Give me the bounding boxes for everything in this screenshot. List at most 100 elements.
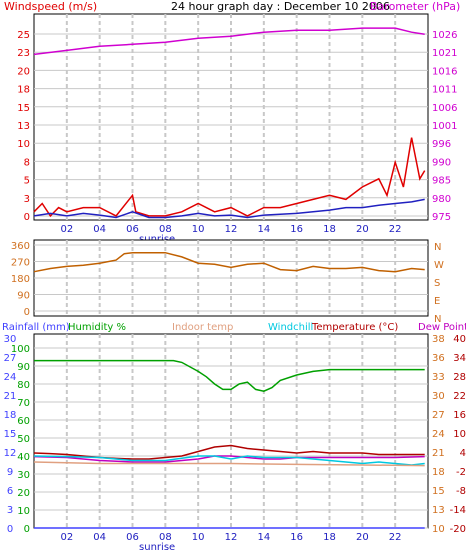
y-tick-label-temperature: -20: [450, 524, 466, 535]
windspeed-label: Windspeed (m/s): [4, 0, 97, 13]
compass-label: N: [434, 314, 441, 325]
sunrise-label: sunrise: [139, 542, 175, 553]
y-tick-label-barometer: 975: [432, 212, 451, 223]
y-tick-label-direction: 270: [11, 258, 30, 269]
temperature-humidity-panel: 1009080706050403020100302724211815129630…: [4, 333, 466, 553]
y-tick-label-indoor: 13: [432, 505, 445, 516]
x-tick-label: 16: [290, 224, 303, 235]
y-tick-label-indoor: 24: [432, 429, 445, 440]
y-tick-label-barometer: 1026: [432, 30, 457, 41]
y-tick-label-windspeed: 23: [17, 48, 30, 59]
legend-humidity: Humidity %: [68, 322, 126, 333]
y-tick-label-windspeed: 18: [17, 85, 30, 96]
barometer-series: [33, 27, 425, 56]
y-tick-label-indoor: 10: [432, 524, 445, 535]
y-tick-label-indoor: 38: [432, 334, 445, 345]
x-tick-label: 16: [290, 532, 303, 543]
legend-dew-point: Dew Point: [418, 322, 466, 333]
y-tick-label-rainfall: 18: [4, 410, 17, 421]
y-tick-label-humidity: 90: [17, 362, 30, 373]
y-tick-label-temperature: 10: [453, 429, 466, 440]
wind-direction-series: [33, 251, 425, 273]
y-tick-label-temperature: -8: [456, 486, 466, 497]
y-tick-label-barometer: 1016: [432, 66, 457, 77]
y-tick-label-humidity: 80: [17, 380, 30, 391]
y-tick-label-barometer: 1006: [432, 103, 457, 114]
barometer-label: Barometer (hPa): [370, 0, 460, 13]
x-tick-label: 12: [225, 532, 238, 543]
y-tick-label-rainfall: 30: [4, 334, 17, 345]
x-tick-label: 18: [323, 224, 336, 235]
y-tick-label-temperature: 4: [460, 448, 466, 459]
compass-label: W: [434, 260, 444, 271]
y-tick-label-humidity: 10: [17, 506, 30, 517]
y-tick-label-direction: 360: [11, 241, 30, 252]
y-tick-label-direction: 0: [24, 307, 30, 318]
y-tick-label-rainfall: 15: [4, 429, 17, 440]
y-tick-label-temperature: -14: [450, 505, 466, 516]
y-tick-label-humidity: 30: [17, 470, 30, 481]
y-tick-label-rainfall: 3: [7, 505, 13, 516]
x-tick-label: 02: [60, 532, 73, 543]
y-tick-label-temperature: 40: [453, 334, 466, 345]
y-tick-label-temperature: 16: [453, 410, 466, 421]
y-tick-label-windspeed: 20: [17, 66, 30, 77]
y-tick-label-barometer: 1021: [432, 48, 457, 59]
x-tick-label: 06: [126, 224, 139, 235]
y-tick-label-windspeed: 5: [24, 176, 30, 187]
y-tick-label-windspeed: 10: [17, 139, 30, 150]
y-tick-label-rainfall: 24: [4, 372, 17, 383]
y-tick-label-humidity: 60: [17, 416, 30, 427]
legend-indoor-temp: Indoor temp: [172, 322, 233, 333]
y-tick-label-rainfall: 12: [4, 448, 17, 459]
y-tick-label-temperature: 34: [453, 353, 466, 364]
y-tick-label-barometer: 990: [432, 157, 451, 168]
y-tick-label-indoor: 33: [432, 372, 445, 383]
y-tick-label-barometer: 985: [432, 176, 451, 187]
x-tick-label: 02: [60, 224, 73, 235]
y-tick-label-direction: 90: [17, 291, 30, 302]
y-tick-label-barometer: 980: [432, 194, 451, 205]
compass-label: N: [434, 242, 441, 253]
x-tick-label: 10: [192, 532, 205, 543]
windgust-series: [33, 137, 426, 218]
x-tick-label: 20: [356, 224, 369, 235]
y-tick-label-rainfall: 6: [7, 486, 13, 497]
y-tick-label-windspeed: 0: [24, 212, 30, 223]
y-tick-label-humidity: 50: [17, 434, 30, 445]
chart-title: 24 hour graph day : December 10 2006: [171, 0, 390, 13]
y-tick-label-direction: 180: [11, 274, 30, 285]
y-tick-label-humidity: 40: [17, 452, 30, 463]
y-tick-label-indoor: 21: [432, 448, 445, 459]
y-tick-label-indoor: 18: [432, 467, 445, 478]
x-tick-label: 08: [159, 224, 172, 235]
y-tick-label-windspeed: 13: [17, 121, 30, 132]
y-tick-label-barometer: 1001: [432, 121, 457, 132]
y-tick-label-temperature: 28: [453, 372, 466, 383]
windspeed-series: [33, 198, 425, 219]
x-tick-label: 04: [93, 224, 106, 235]
y-tick-label-rainfall: 0: [7, 524, 13, 535]
wind-barometer-panel: 2523201815131085301026102110161011100610…: [17, 13, 457, 245]
x-tick-label: 10: [192, 224, 205, 235]
x-tick-label: 22: [389, 532, 402, 543]
humidity-series: [34, 359, 425, 392]
windchill-series: [33, 455, 425, 466]
compass-label: S: [434, 278, 440, 289]
x-tick-label: 20: [356, 532, 369, 543]
x-tick-label: 06: [126, 532, 139, 543]
y-tick-label-barometer: 996: [432, 139, 451, 150]
y-tick-label-rainfall: 21: [4, 391, 17, 402]
legend-rainfall: Rainfall (mm): [2, 322, 70, 333]
y-tick-label-indoor: 36: [432, 353, 445, 364]
legend-windchill: Windchill: [268, 322, 313, 333]
y-tick-label-temperature: -2: [456, 467, 466, 478]
x-tick-label: 14: [257, 224, 270, 235]
y-tick-label-rainfall: 9: [7, 467, 13, 478]
y-tick-label-barometer: 1011: [432, 85, 457, 96]
y-tick-label-humidity: 0: [24, 524, 30, 535]
x-tick-label: 08: [159, 532, 172, 543]
y-tick-label-indoor: 15: [432, 486, 445, 497]
